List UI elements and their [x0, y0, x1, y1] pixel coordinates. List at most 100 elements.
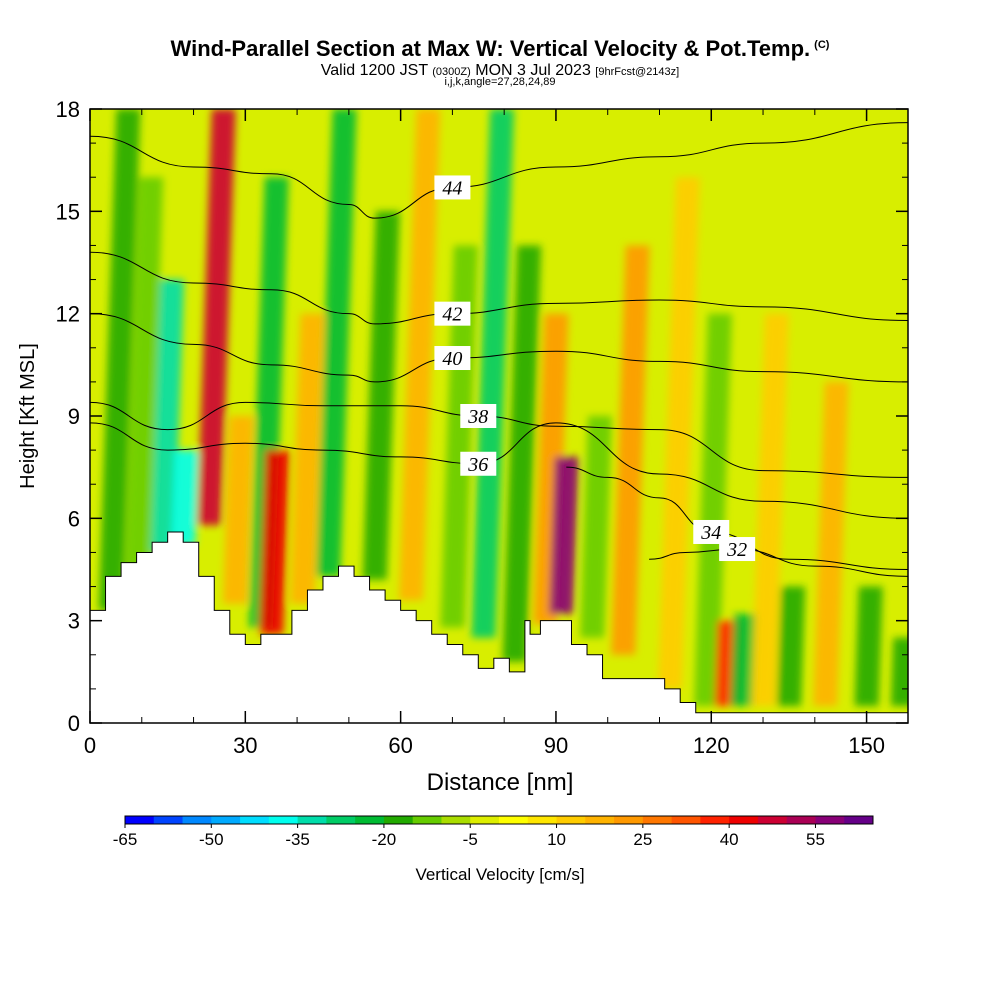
theta-contour-38 [90, 401, 908, 478]
theta-label-38: 38 [467, 406, 488, 428]
colorbar-swatch-4 [240, 816, 270, 824]
theta-label-32: 32 [726, 539, 747, 561]
colorbar-swatch-20 [700, 816, 730, 824]
y-tick-label-3: 3 [68, 609, 80, 634]
colorbar-swatch-17 [614, 816, 644, 824]
valid-time: Valid 1200 JST [320, 62, 428, 79]
theta-contour-42 [90, 251, 908, 325]
y-tick-label-0: 0 [68, 711, 80, 736]
colorbar-swatch-8 [355, 816, 385, 824]
velocity-cell-12 [440, 245, 478, 628]
velocity-cell-23 [751, 313, 789, 706]
velocity-cell-3 [171, 450, 199, 546]
velocity-cell-1 [124, 177, 164, 594]
colorbar-tick-label-4: -5 [463, 830, 478, 849]
velocity-cell-9 [316, 109, 357, 577]
velocity-cell-24 [776, 586, 806, 706]
velocity-cell-5 [222, 416, 254, 604]
colorbar-tick-label-2: -35 [285, 830, 310, 849]
theta-contour-44 [90, 122, 908, 219]
colorbar-swatch-21 [729, 816, 759, 824]
colorbar-label: Vertical Velocity [cm/s] [415, 865, 584, 884]
x-tick-label-120: 120 [693, 733, 730, 758]
theta-label-40: 40 [442, 348, 462, 370]
colorbar-swatch-11 [441, 816, 471, 824]
forecast-info: [9hrFcst@2143z] [595, 66, 680, 78]
colorbar-swatch-23 [786, 816, 816, 824]
velocity-cell-27 [890, 637, 908, 706]
colorbar-tick-label-3: -20 [372, 830, 397, 849]
colorbar-swatch-16 [585, 816, 615, 824]
x-tick-label-30: 30 [233, 733, 257, 758]
velocity-cell-0 [98, 109, 141, 611]
colorbar-swatch-12 [470, 816, 500, 824]
velocity-cell-4 [197, 109, 236, 526]
section-indices: i,j,k,angle=27,28,24,89 [444, 76, 556, 88]
theta-label-box-44 [434, 175, 471, 200]
terrain-mask [89, 531, 909, 724]
colorbar-swatch-15 [556, 816, 586, 824]
colorbar-swatch-25 [844, 816, 874, 824]
colorbar-tick-label-1: -50 [199, 830, 224, 849]
velocity-cell-10 [362, 211, 400, 580]
velocity-cell-26 [854, 586, 883, 706]
velocity-cell-7 [259, 450, 290, 635]
velocity-cell-20 [694, 313, 732, 706]
chart-title: Wind-Parallel Section at Max W: Vertical… [0, 36, 1000, 62]
velocity-cell-14 [502, 245, 542, 662]
theta-label-box-32 [719, 537, 756, 562]
colorbar-swatch-10 [412, 816, 442, 824]
theta-label-box-38 [460, 404, 497, 428]
valid-zulu: (0300Z) [432, 66, 471, 78]
y-tick-label-18: 18 [56, 97, 80, 122]
velocity-cell-8 [290, 313, 325, 604]
colorbar: -65 -50 -35 -20 -5 10 25 40 55 [113, 815, 874, 849]
x-tick-label-150: 150 [848, 733, 885, 758]
chart-subtitle: Valid 1200 JST (0300Z) MON 3 Jul 2023 [9… [0, 62, 1000, 80]
theta-label-34: 34 [700, 522, 721, 544]
velocity-cell-17 [580, 416, 612, 638]
colorbar-tick-label-0: -65 [113, 830, 138, 849]
terrain-profile [89, 531, 909, 724]
colorbar-swatch-18 [642, 816, 673, 824]
colorbar-tick-label-6: 25 [633, 830, 652, 849]
colorbar-swatch-7 [326, 816, 356, 824]
title-units: (C) [814, 38, 830, 51]
title-main: Wind-Parallel Section at Max W: Vertical… [170, 36, 811, 61]
colorbar-frame [124, 815, 874, 825]
colorbar-swatch-19 [671, 816, 701, 824]
colorbar-swatch-14 [527, 816, 558, 824]
y-tick-label-6: 6 [68, 506, 80, 531]
theta-label-box-42 [434, 301, 471, 326]
colorbar-swatch-5 [268, 816, 299, 824]
y-axis-label: Height [Kft MSL] [17, 343, 39, 489]
velocity-cell-16 [549, 456, 579, 614]
theta-contour-40 [90, 313, 908, 383]
colorbar-swatch-22 [757, 816, 788, 824]
x-tick-label-90: 90 [544, 733, 568, 758]
velocity-cell-25 [813, 381, 849, 706]
colorbar-swatch-3 [211, 816, 241, 824]
colorbar-swatch-24 [815, 816, 845, 824]
y-tick-label-12: 12 [56, 302, 80, 327]
x-tick-label-0: 0 [84, 733, 96, 758]
colorbar-swatch-9 [383, 816, 414, 824]
theta-label-box-36 [460, 451, 497, 476]
theta-label-box-40 [434, 346, 471, 371]
x-tick-label-60: 60 [388, 733, 412, 758]
y-tick-label-15: 15 [56, 199, 80, 224]
velocity-cell-19 [657, 177, 700, 689]
velocity-cell-11 [398, 109, 441, 601]
colorbar-tick-label-7: 40 [720, 830, 739, 849]
valid-date: MON 3 Jul 2023 [475, 62, 591, 79]
colorbar-swatch-13 [499, 816, 529, 824]
colorbar-swatch-0 [125, 816, 155, 824]
colorbar-tick-label-8: 55 [806, 830, 825, 849]
colorbar-tick-label-5: 10 [547, 830, 566, 849]
theta-label-36: 36 [467, 454, 488, 476]
velocity-cell-18 [611, 245, 650, 655]
colorbar-swatch-1 [153, 816, 184, 824]
